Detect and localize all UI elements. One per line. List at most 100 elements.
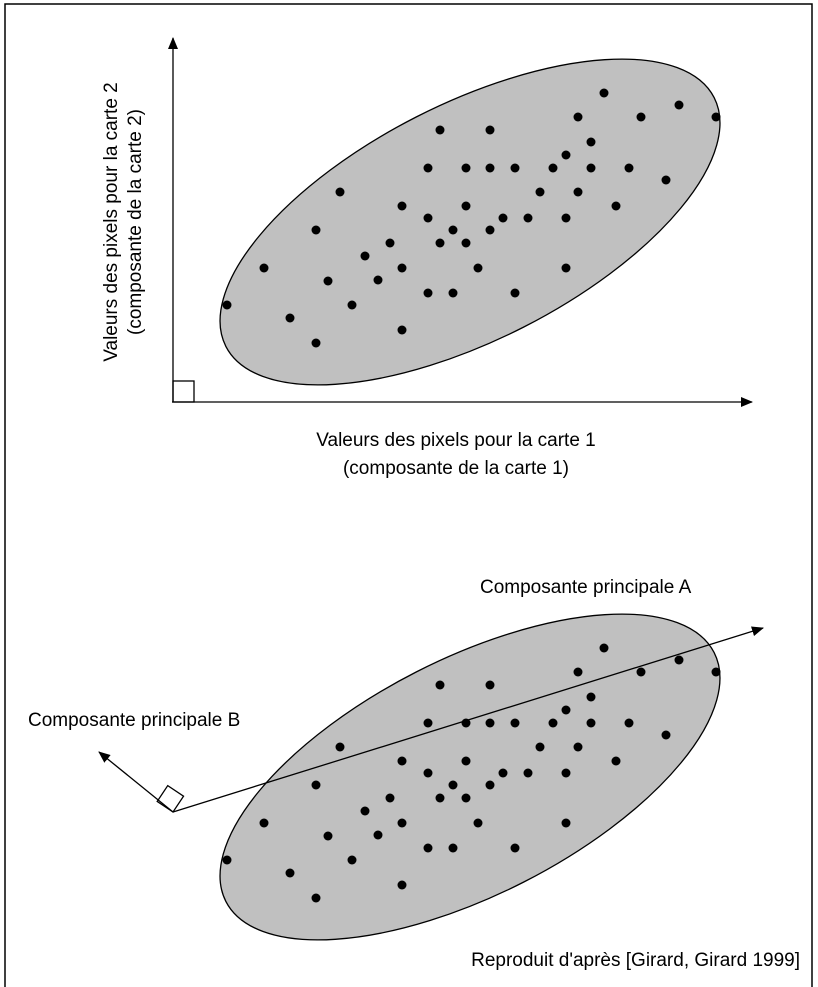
dot [373, 275, 383, 285]
dot [397, 756, 407, 766]
dot [222, 855, 232, 865]
right-angle [172, 380, 195, 403]
dot [461, 756, 471, 766]
y-axis-label-line: Valeurs des pixels pour la carte 2 [101, 82, 122, 362]
source: Reproduit d'après [Girard, Girard 1999] [471, 950, 800, 971]
dot [510, 163, 520, 173]
dot [448, 843, 458, 853]
dot [423, 718, 433, 728]
dot [561, 263, 571, 273]
dot [259, 263, 269, 273]
dot [461, 793, 471, 803]
dot [535, 187, 545, 197]
dot [586, 718, 596, 728]
dot [510, 718, 520, 728]
dot [222, 300, 232, 310]
dot [548, 718, 558, 728]
dot [347, 855, 357, 865]
dot [573, 742, 583, 752]
dot [423, 843, 433, 853]
dot [461, 163, 471, 173]
dot [661, 175, 671, 185]
dot [435, 680, 445, 690]
dots [222, 643, 721, 903]
dot [360, 251, 370, 261]
dot [561, 705, 571, 715]
y-axis-label: Valeurs des pixels pour la carte 2 (comp… [101, 82, 146, 362]
dot [473, 263, 483, 273]
x-axis-label-line: Valeurs des pixels pour la carte 1 [316, 430, 596, 451]
right-angle [156, 784, 185, 813]
dot [624, 163, 634, 173]
dot [586, 692, 596, 702]
dot [573, 112, 583, 122]
dot [510, 288, 520, 298]
frame [4, 3, 813, 987]
dot [561, 768, 571, 778]
dot [423, 213, 433, 223]
dot [485, 780, 495, 790]
dot [711, 667, 721, 677]
dot [636, 112, 646, 122]
dot [385, 793, 395, 803]
dot [360, 806, 370, 816]
dot [485, 163, 495, 173]
dot [498, 213, 508, 223]
dot [636, 667, 646, 677]
dot [323, 831, 333, 841]
dot [561, 818, 571, 828]
dot [435, 793, 445, 803]
dot [397, 325, 407, 335]
dots [222, 88, 721, 348]
dot [661, 730, 671, 740]
dot [311, 338, 321, 348]
dot [397, 880, 407, 890]
dot [397, 818, 407, 828]
axis-b [98, 751, 174, 813]
axis-a-label: Composante principale A [480, 577, 692, 598]
dot [311, 225, 321, 235]
dot [611, 756, 621, 766]
cloud-ellipse [219, 58, 721, 386]
dot [510, 843, 520, 853]
dot [423, 288, 433, 298]
dot [535, 742, 545, 752]
y-axis-label-line: (composante de la carte 2) [125, 109, 146, 335]
dot [548, 163, 558, 173]
dot [561, 213, 571, 223]
dot [674, 100, 684, 110]
dot [311, 893, 321, 903]
dot [523, 768, 533, 778]
dot [373, 830, 383, 840]
dot [523, 213, 533, 223]
dot [323, 276, 333, 286]
dot [448, 225, 458, 235]
dot [573, 667, 583, 677]
dot [485, 718, 495, 728]
dot [347, 300, 357, 310]
dot [448, 288, 458, 298]
dot [485, 225, 495, 235]
dot [259, 818, 269, 828]
dot [473, 818, 483, 828]
dot [435, 238, 445, 248]
dot [448, 780, 458, 790]
x-axis-label-line: (composante de la carte 1) [343, 458, 569, 479]
dot [461, 238, 471, 248]
dot [561, 150, 571, 160]
dot [586, 137, 596, 147]
dot [285, 868, 295, 878]
cloud-ellipse [219, 613, 721, 941]
dot [335, 742, 345, 752]
dot [624, 718, 634, 728]
dot [397, 201, 407, 211]
dot [573, 187, 583, 197]
dot [435, 125, 445, 135]
dot [586, 163, 596, 173]
dot [423, 163, 433, 173]
dot [611, 201, 621, 211]
dot [311, 780, 321, 790]
dot [674, 655, 684, 665]
dot [461, 201, 471, 211]
